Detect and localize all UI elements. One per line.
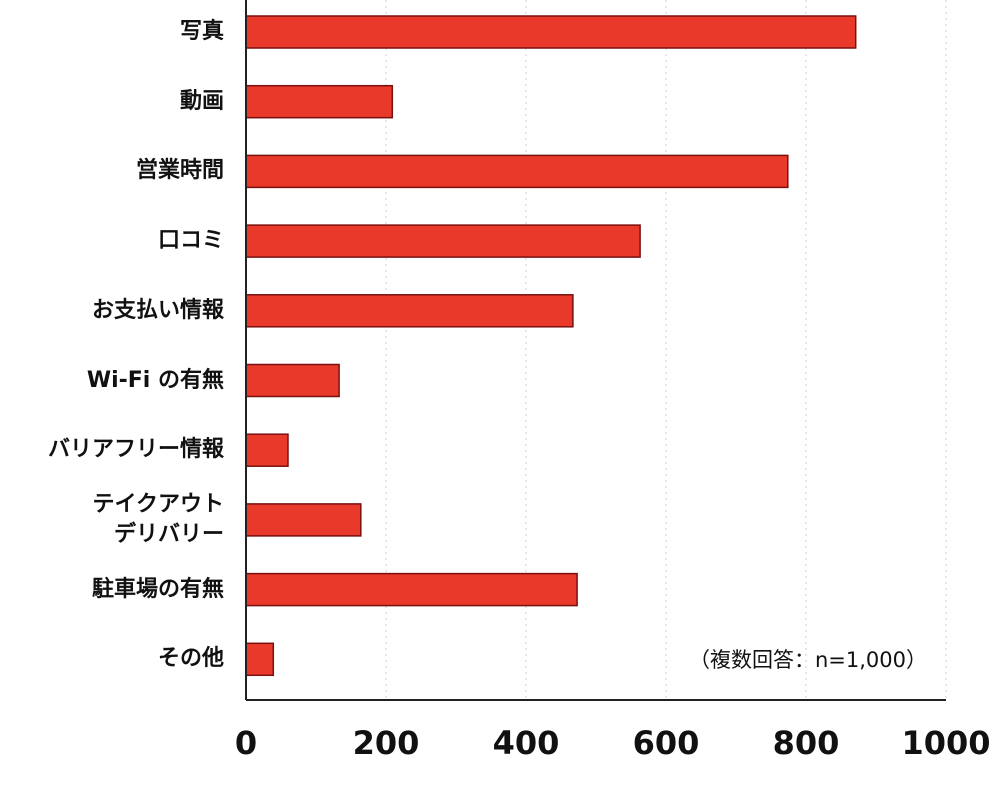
y-tick-label: その他	[157, 646, 224, 672]
y-tick-label: 写真	[179, 19, 224, 44]
x-tick-label: 400	[493, 724, 560, 762]
y-tick-label: Wi-Fi の有無	[86, 367, 224, 393]
x-tick-label: 0	[235, 724, 257, 762]
bar	[245, 433, 289, 467]
bar	[245, 294, 574, 328]
x-tick-label: 600	[633, 724, 700, 762]
x-tick-label: 1000	[901, 724, 990, 762]
bar	[245, 84, 394, 119]
y-tick-label: バリアフリー情報	[47, 437, 224, 463]
bar	[245, 642, 275, 677]
bar	[245, 15, 857, 49]
bar	[245, 503, 362, 537]
y-tick-label: お支払い情報	[91, 297, 224, 323]
bar	[245, 572, 578, 607]
y-tick-label: 営業時間	[135, 158, 224, 184]
y-tick-label: 口コミ	[157, 228, 224, 254]
x-tick-label: 800	[773, 724, 840, 762]
y-tick-label: テイクアウト デリバリー	[92, 491, 224, 547]
annotation: （複数回答：n=1,000）	[689, 648, 927, 672]
bar	[245, 154, 789, 189]
y-tick-label: 動画	[179, 88, 224, 114]
bar	[245, 363, 340, 398]
y-tick-label: 駐車場の有無	[91, 576, 224, 602]
bar	[245, 224, 641, 258]
x-tick-label: 200	[353, 724, 420, 762]
